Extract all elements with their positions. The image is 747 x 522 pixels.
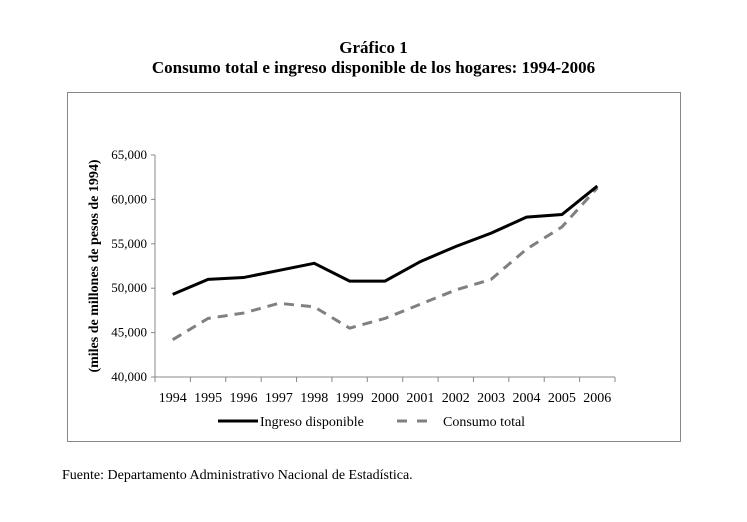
chart-frame [67,92,681,442]
x-tick-label: 1998 [300,391,328,406]
x-tick-label: 1994 [159,391,187,406]
x-tick-label: 1999 [336,391,364,406]
series-line-ingreso-disponible [172,184,599,296]
y-tick-label: 60,000 [111,191,147,206]
source-note: Fuente: Departamento Administrativo Naci… [62,468,413,483]
legend-label-consumo: Consumo total [443,415,525,430]
y-axis-label: (miles de millones de pesos de 1994) [87,159,102,372]
chart-title: Gráfico 1 [339,38,408,57]
x-tick-label: 1997 [265,391,293,406]
x-tick-label: 2005 [548,391,576,406]
chart-subtitle: Consumo total e ingreso disponible de lo… [151,58,596,77]
y-tick-label: 45,000 [111,325,147,340]
y-tick-label: 65,000 [111,147,147,162]
y-tick-label: 40,000 [111,369,147,384]
x-tick-label: 2000 [371,391,399,406]
x-tick-label: 1995 [194,391,222,406]
x-tick-label: 2004 [513,391,541,406]
legend-label-ingreso: Ingreso disponible [260,415,364,430]
x-tick-label: 2006 [583,391,611,406]
y-tick-label: 50,000 [111,280,147,295]
x-tick-label: 2002 [442,391,470,406]
x-tick-label: 2001 [406,391,434,406]
series-line-consumo-total [171,186,599,341]
y-tick-label: 55,000 [111,236,147,251]
x-tick-label: 1996 [229,391,257,406]
x-tick-label: 2003 [477,391,505,406]
